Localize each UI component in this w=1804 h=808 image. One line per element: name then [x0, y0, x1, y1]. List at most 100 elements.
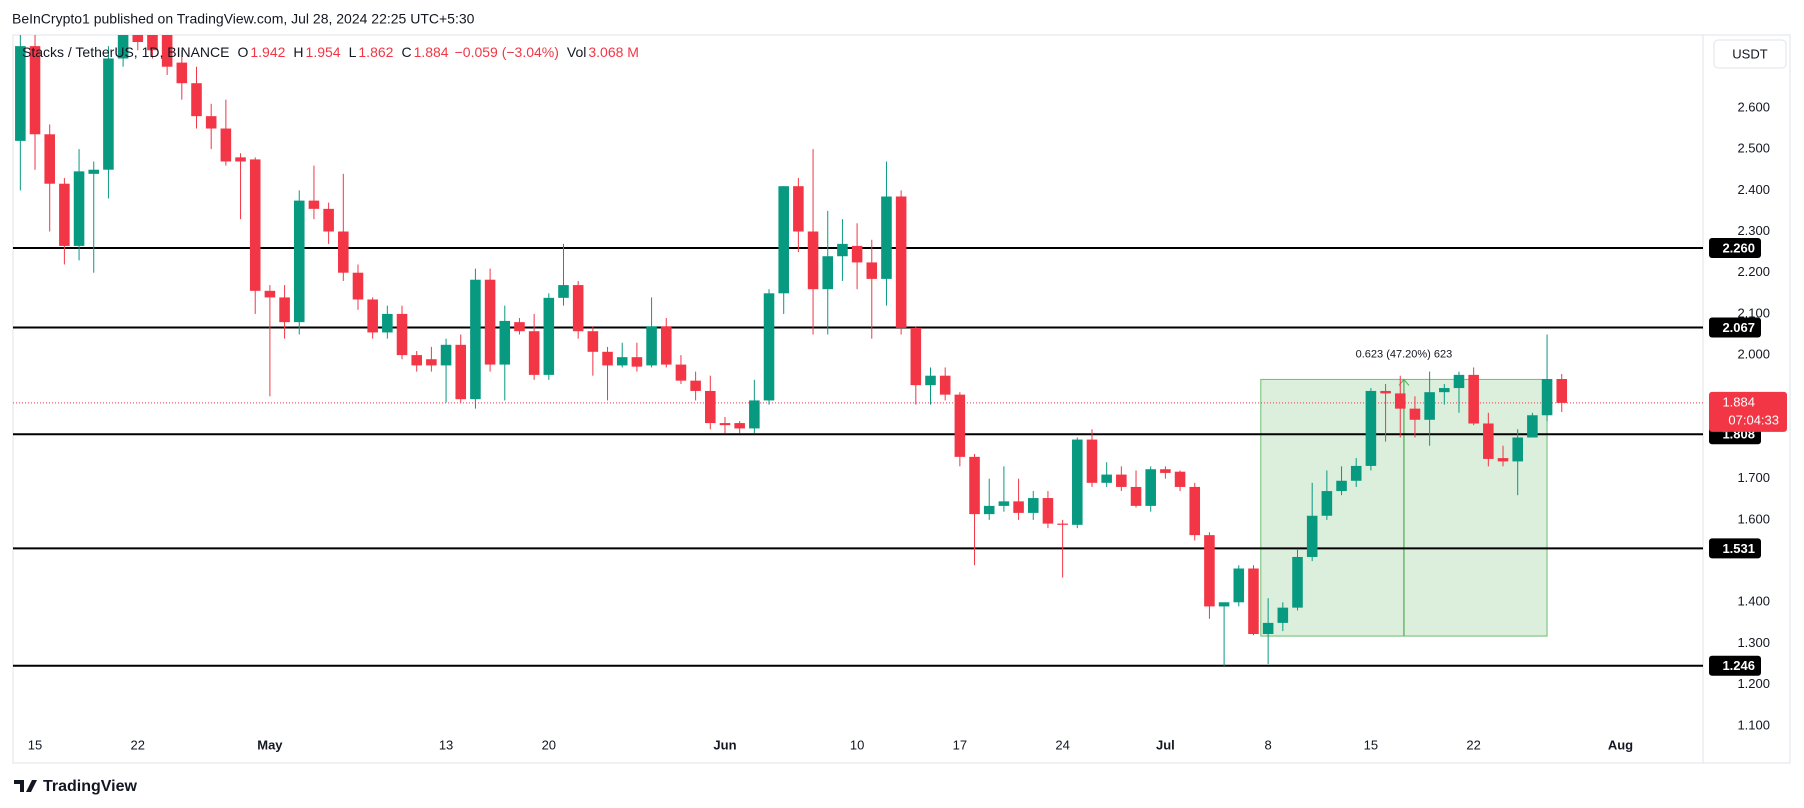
- candle-body: [1101, 474, 1112, 483]
- candle-body: [558, 285, 569, 298]
- candle-body: [969, 456, 980, 515]
- candle-body: [132, 35, 144, 43]
- overlay: 0.623 (47.20%) 623: [1356, 348, 1453, 360]
- x-tick-label: 10: [850, 737, 864, 752]
- change: −0.059 (−3.04%): [455, 44, 559, 60]
- candle-body: [15, 46, 26, 141]
- candle-body: [249, 159, 261, 291]
- candle-body: [1233, 568, 1245, 603]
- candle-body: [910, 327, 922, 386]
- y-tick-label: 1.700: [1737, 470, 1770, 485]
- level-label: 2.067: [1722, 320, 1755, 335]
- level-label: 2.260: [1722, 240, 1755, 255]
- x-tick-label: 15: [28, 737, 42, 752]
- candle-body: [1394, 393, 1406, 409]
- candle-body: [1292, 556, 1303, 608]
- candle-body: [205, 116, 217, 129]
- candle-body: [1306, 515, 1318, 557]
- candle-body: [1189, 486, 1201, 536]
- y-tick-label: 2.400: [1737, 182, 1770, 197]
- candle-body: [895, 196, 907, 328]
- candle-body: [1145, 469, 1156, 506]
- candle-body: [983, 505, 995, 515]
- candle-body: [778, 186, 789, 294]
- x-tick-label: 8: [1265, 737, 1272, 752]
- x-tick-label: Aug: [1608, 737, 1633, 752]
- y-tick-label: 1.600: [1737, 511, 1770, 526]
- candle-body: [1057, 523, 1068, 525]
- candle-body: [1013, 501, 1024, 513]
- candle-body: [1468, 374, 1479, 424]
- y-tick-label: 1.400: [1737, 594, 1770, 609]
- candle-body: [528, 331, 540, 375]
- candle-body: [646, 326, 657, 366]
- candle-body: [719, 423, 731, 426]
- symbol: Stacks / TetherUS, 1D, BINANCE: [22, 44, 229, 60]
- candle-body: [235, 157, 246, 162]
- candle-body: [543, 297, 555, 375]
- candle-body: [426, 359, 437, 366]
- pane-border: [12, 34, 1791, 764]
- candle-body: [59, 183, 70, 246]
- candle-body: [1380, 390, 1391, 394]
- candle-body: [338, 231, 349, 273]
- candle-body: [279, 297, 290, 323]
- candle-body: [939, 375, 951, 395]
- candle-body: [734, 423, 745, 429]
- candle-body: [1350, 465, 1362, 481]
- candle-body: [499, 320, 511, 365]
- last-price-box: [1709, 391, 1787, 432]
- candle-body: [455, 344, 467, 400]
- currency-button[interactable]: [1713, 39, 1787, 69]
- candle-body: [1204, 535, 1215, 607]
- candle-body: [631, 357, 643, 367]
- candle-body: [367, 299, 378, 333]
- candle-body: [1027, 498, 1039, 513]
- level-label: 1.246: [1722, 658, 1755, 673]
- candle-body: [293, 200, 305, 323]
- level-label-box: [1709, 655, 1761, 676]
- candle-body: [793, 186, 804, 232]
- candle-body: [572, 285, 584, 332]
- candle-body: [851, 245, 863, 263]
- y-tick-label: 2.200: [1737, 264, 1770, 279]
- y-tick-label: 1.200: [1737, 676, 1770, 691]
- x-tick-label: 15: [1364, 737, 1378, 752]
- y-tick-label: 1.300: [1737, 635, 1770, 650]
- level-label-box: [1709, 538, 1761, 559]
- candle-body: [1262, 622, 1274, 635]
- y-tick-label: 2.000: [1737, 347, 1770, 362]
- candle-body: [147, 35, 158, 51]
- candle-body: [103, 58, 114, 170]
- candle-body: [308, 200, 320, 209]
- candle-body: [954, 394, 966, 457]
- candle-body: [1541, 378, 1553, 416]
- candle-body: [1130, 486, 1142, 506]
- countdown-label: 07:04:33: [1728, 412, 1779, 427]
- candle-body: [837, 243, 848, 257]
- candle-body: [1483, 423, 1494, 459]
- candle-body: [264, 290, 276, 298]
- candle-body: [1512, 437, 1523, 462]
- candle-body: [807, 231, 819, 290]
- candle-body: [616, 357, 628, 366]
- x-tick-label: 17: [953, 737, 967, 752]
- candle-body: [1453, 374, 1465, 389]
- candle-body: [176, 62, 188, 84]
- candle-body: [440, 344, 452, 366]
- level-label-box: [1709, 237, 1761, 258]
- candle-body: [1365, 390, 1377, 466]
- ohlc-value: 1.862: [358, 44, 393, 60]
- candle-body: [1424, 392, 1435, 420]
- footer-brand: TradingView: [43, 778, 138, 795]
- ohlc-key: C: [401, 44, 411, 60]
- candle-body: [44, 134, 55, 184]
- last-price-label: 1.884: [1722, 394, 1755, 409]
- ohlc-value: 1.884: [414, 44, 449, 60]
- y-tick-label: 2.100: [1737, 305, 1770, 320]
- candle-body: [352, 272, 364, 300]
- ohlc-key: O: [237, 44, 248, 60]
- candle-body: [1439, 388, 1450, 393]
- candle-body: [1086, 439, 1098, 483]
- x-tick-label: 13: [439, 737, 453, 752]
